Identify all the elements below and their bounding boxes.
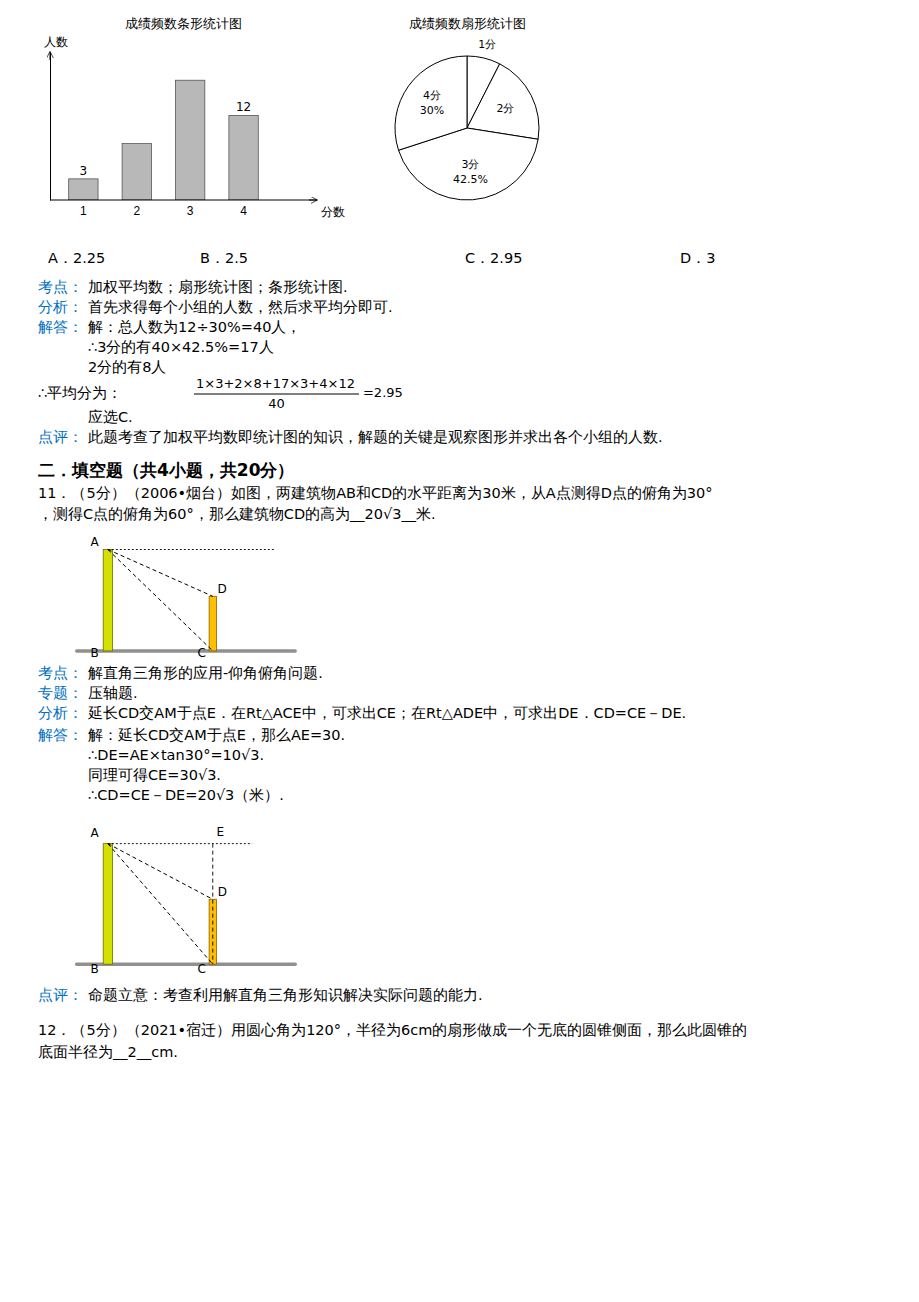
y-axis-title: 人数 (44, 35, 68, 49)
x-tick: 2 (133, 200, 140, 218)
x-tick-label: 3 (187, 204, 194, 218)
x-tick: 1 (80, 200, 87, 218)
line-label: 点评： (38, 987, 83, 1003)
text-line: 12．（5分）（2021•宿迁）用圆心角为120°，半径为6cm的扇形做成一个无… (38, 1022, 747, 1038)
bar (122, 144, 151, 200)
data-label: 3 (80, 164, 88, 178)
text-line: 首先求得每个小组的人数，然后求平均分即可. (88, 299, 393, 315)
building-diagram: A B D C E (77, 825, 295, 976)
sight-line (108, 844, 213, 965)
text-line: ∴CD=CE－DE=20√3（米）. (88, 787, 284, 803)
building-ab (103, 844, 112, 965)
point-label: D (217, 582, 226, 596)
text-line: 同理可得CE=30√3. (88, 767, 221, 783)
point-label: D (218, 885, 227, 899)
slice-label: 3分 (461, 158, 479, 171)
bars (69, 80, 259, 200)
point-label: C (198, 646, 206, 660)
text-line: 2分的有8人 (88, 359, 166, 375)
x-tick-label: 1 (80, 204, 87, 218)
x-tick: 4 (240, 200, 247, 218)
line-label: 考点： (38, 279, 83, 295)
text-line: 解直角三角形的应用-仰角俯角问题. (88, 665, 323, 681)
fraction-numerator: 1×3+2×8+17×3+4×12 (196, 376, 355, 391)
extension-line (212, 844, 213, 965)
data-label: 30% (420, 104, 444, 117)
x-axis-line (50, 200, 317, 201)
x-axis: 1 2 3 4 (50, 200, 317, 218)
text-line: ∴平均分为： (38, 385, 122, 401)
point-label: B (91, 962, 99, 976)
bar (175, 80, 204, 200)
building-ab (103, 550, 112, 651)
line-label: 专题： (38, 685, 83, 701)
horizontal-line (108, 549, 275, 550)
y-axis-line (50, 53, 51, 201)
point-label: C (198, 962, 206, 976)
slice-label: 1分 (478, 37, 496, 50)
x-axis-title: 分数 (321, 205, 345, 219)
fraction-result: =2.95 (363, 385, 403, 400)
page: 成绩频数条形统计图1234人数分数312成绩频数扇形统计图1分2分3分42.5%… (0, 0, 919, 1302)
pie-chart: 成绩频数扇形统计图 1分 2分 3分 42.5% 4分 30% (395, 16, 539, 200)
horizontal-line (108, 843, 252, 844)
line-label: 分析： (38, 299, 83, 315)
point-label: A (91, 826, 100, 840)
bar (69, 179, 98, 200)
line-label: 解答： (38, 727, 83, 743)
text-line: 加权平均数；扇形统计图；条形统计图. (88, 279, 348, 295)
fraction-denominator: 40 (268, 396, 285, 411)
sight-line (108, 844, 213, 900)
sight-line (108, 550, 213, 597)
line-label: 解答： (38, 319, 83, 335)
slice-label: 2分 (496, 102, 514, 115)
text-line: ，测得C点的俯角为60°，那么建筑物CD的高为__20√3__米. (38, 506, 436, 522)
data-label: 42.5% (453, 173, 488, 186)
answer-option: B．2.5 (200, 250, 248, 266)
slice-labels: 1分 2分 3分 42.5% 4分 30% (420, 37, 515, 185)
building-cd (209, 596, 216, 651)
slice (467, 64, 539, 139)
answer-option: C．2.95 (465, 250, 522, 266)
text-line: 延长CD交AM于点E．在Rt△ACE中，可求出CE；在Rt△ADE中，可求出DE… (87, 705, 686, 721)
text-line: 压轴题. (88, 685, 138, 701)
chart-title: 成绩频数条形统计图 (125, 16, 242, 31)
answer-option: A．2.25 (48, 250, 105, 266)
axis-arrow (50, 52, 51, 60)
y-axis (50, 53, 51, 201)
x-tick-label: 4 (240, 204, 247, 218)
page-text: A．2.25 B．2.5 C．2.95 D．3 考点： 加权平均数；扇形统计图；条形统计图… (38, 250, 747, 1060)
text-line: 底面半径为__2__cm. (38, 1044, 178, 1060)
slice (395, 56, 467, 150)
text-line: ∴3分的有40×42.5%=17人 (88, 339, 274, 355)
sight-line (108, 550, 213, 651)
point-label: E (216, 825, 224, 839)
bar-chart: 成绩频数条形统计图1234人数分数312 (44, 16, 345, 219)
text-line: 应选C. (88, 409, 133, 425)
point-label: B (91, 646, 99, 660)
data-label: 12 (236, 100, 251, 114)
axis-arrow (309, 200, 317, 201)
text-line: 解：总人数为12÷30%=40人， (88, 319, 301, 335)
point-label: A (91, 535, 100, 549)
chart-title: 成绩频数扇形统计图 (409, 16, 526, 31)
slice-label: 4分 (423, 89, 441, 102)
bar (229, 115, 258, 200)
x-tick-label: 2 (133, 204, 140, 218)
building-diagram: A B D C (77, 535, 295, 661)
line-label: 考点： (38, 665, 83, 681)
line-label: 分析： (38, 705, 83, 721)
fraction-bar (194, 394, 359, 395)
line-label: 点评： (38, 429, 83, 445)
section-heading: 二．填空题（共4小题，共20分） (38, 460, 295, 480)
slices (395, 56, 539, 200)
text-line: 11．（5分）（2006•烟台）如图，两建筑物AB和CD的水平距离为30米，从A… (38, 485, 713, 501)
text-line: 解：延长CD交AM于点E，那么AE=30. (88, 727, 345, 743)
text-line: 命题立意：考查利用解直角三角形知识解决实际问题的能力. (88, 987, 483, 1003)
text-line: 此题考查了加权平均数即统计图的知识，解题的关键是观察图形并求出各个小组的人数. (88, 429, 663, 445)
x-tick: 3 (187, 200, 194, 218)
answer-option: D．3 (680, 250, 715, 266)
text-line: ∴DE=AE×tan30°=10√3. (88, 747, 264, 763)
